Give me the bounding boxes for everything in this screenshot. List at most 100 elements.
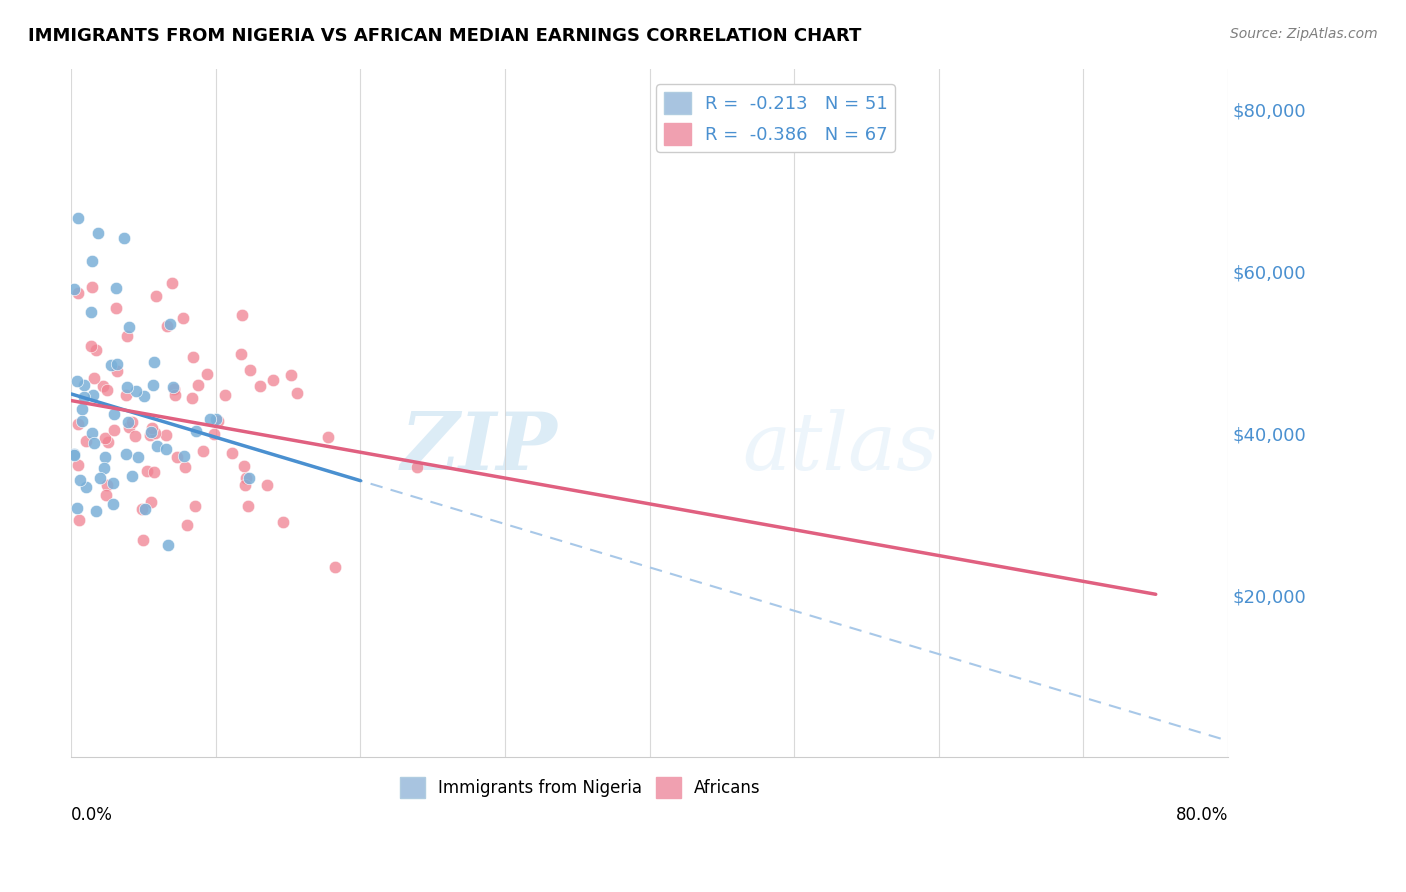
Legend: Immigrants from Nigeria, Africans: Immigrants from Nigeria, Africans (394, 771, 768, 805)
Point (121, 415, 143, 429)
Point (65, 374, 87, 388)
Point (180, 392, 202, 406)
Point (231, 308, 253, 322)
Point (235, 471, 257, 485)
Point (138, 428, 160, 442)
Point (80, 253, 103, 268)
Point (67, 285, 90, 300)
Point (132, 533, 155, 547)
Point (117, 415, 139, 429)
Text: 0.0%: 0.0% (72, 805, 112, 823)
Point (63, 448, 86, 462)
Point (80, 426, 103, 441)
Point (67, 513, 90, 527)
Point (187, 378, 209, 392)
Point (145, 289, 167, 303)
Point (80, 280, 103, 294)
Point (271, 515, 294, 529)
Point (163, 383, 186, 397)
Text: IMMIGRANTS FROM NIGERIA VS AFRICAN MEDIAN EARNINGS CORRELATION CHART: IMMIGRANTS FROM NIGERIA VS AFRICAN MEDIA… (28, 27, 862, 45)
Point (94, 488, 117, 502)
Point (141, 425, 163, 439)
Point (207, 414, 229, 428)
Text: 80.0%: 80.0% (1175, 805, 1227, 823)
Point (157, 538, 180, 552)
Point (105, 280, 128, 294)
Point (83, 370, 105, 384)
Point (121, 469, 143, 483)
Point (104, 301, 127, 315)
Point (239, 363, 262, 377)
Point (83, 436, 105, 450)
Point (262, 372, 284, 386)
Point (63, 447, 86, 461)
Point (131, 502, 153, 516)
Text: ZIP: ZIP (401, 409, 557, 486)
Point (231, 347, 253, 361)
Point (73, 378, 96, 392)
Point (80, 339, 103, 353)
Point (91, 379, 114, 393)
Point (124, 429, 146, 443)
Point (159, 317, 181, 331)
Point (82, 388, 104, 402)
Point (93, 461, 115, 475)
Point (174, 460, 197, 475)
Point (155, 427, 177, 442)
Point (96, 384, 118, 398)
Point (214, 388, 236, 402)
Point (280, 368, 302, 382)
Point (145, 438, 167, 452)
Point (191, 444, 214, 458)
Point (115, 447, 138, 461)
Point (96, 478, 118, 492)
Point (115, 329, 138, 343)
Point (236, 499, 259, 513)
Point (112, 231, 135, 245)
Point (134, 502, 156, 516)
Point (142, 355, 165, 369)
Point (67, 211, 90, 225)
Point (115, 388, 138, 402)
Point (115, 380, 138, 394)
Point (233, 478, 256, 492)
Point (160, 277, 183, 291)
Point (107, 363, 129, 377)
Point (127, 450, 149, 464)
Point (118, 419, 141, 434)
Point (75, 434, 97, 449)
Point (73, 390, 96, 404)
Text: atlas: atlas (742, 409, 938, 486)
Point (94, 432, 117, 446)
Point (101, 497, 124, 511)
Point (198, 411, 221, 425)
Point (142, 465, 165, 479)
Point (162, 380, 184, 394)
Point (256, 478, 278, 492)
Point (84, 504, 107, 518)
Point (176, 518, 198, 533)
Point (166, 450, 188, 465)
Point (100, 358, 122, 372)
Point (118, 320, 141, 334)
Point (143, 425, 166, 440)
Point (316, 430, 339, 444)
Point (84, 343, 107, 357)
Point (173, 449, 195, 463)
Point (89, 471, 111, 485)
Point (69, 473, 91, 487)
Text: Source: ZipAtlas.com: Source: ZipAtlas.com (1230, 27, 1378, 41)
Point (125, 384, 148, 399)
Point (323, 560, 346, 574)
Point (141, 377, 163, 392)
Point (67, 458, 90, 472)
Point (80, 305, 103, 319)
Point (94, 450, 117, 465)
Point (141, 421, 163, 435)
Point (136, 464, 159, 478)
Point (184, 500, 207, 514)
Point (195, 367, 218, 381)
Point (249, 378, 271, 392)
Point (75, 480, 97, 494)
Point (103, 423, 125, 437)
